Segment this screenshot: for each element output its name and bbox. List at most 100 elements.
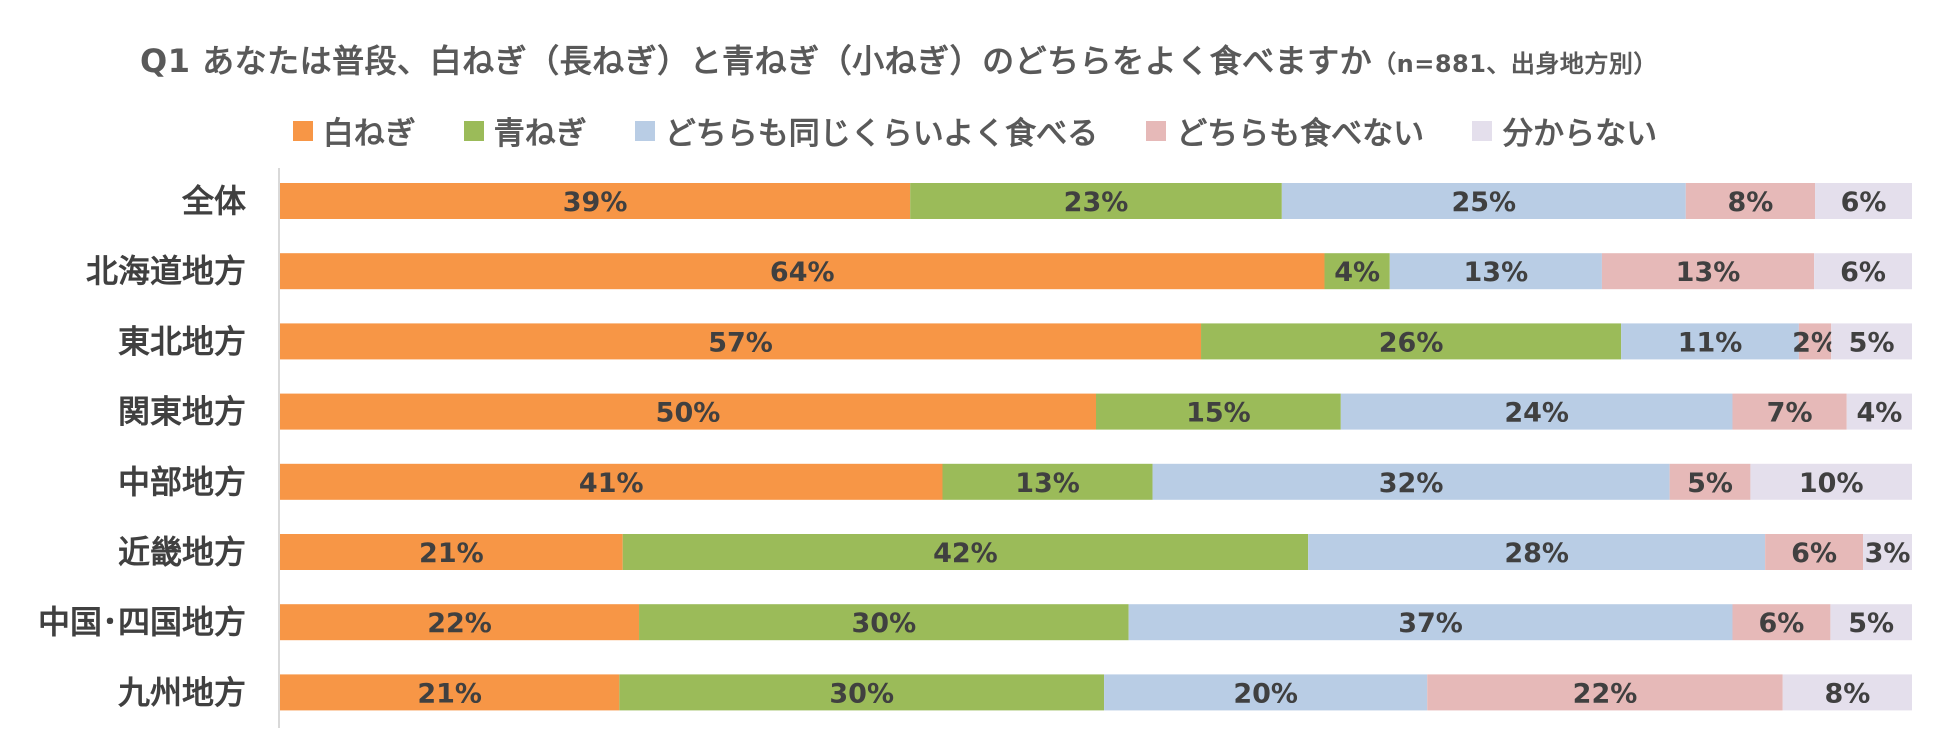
category-label: 全体 — [181, 182, 246, 220]
legend-swatch — [1472, 120, 1493, 141]
data-label: 42% — [933, 538, 998, 569]
bar-segment — [942, 463, 1153, 500]
data-label: 30% — [829, 678, 894, 709]
data-label: 8% — [1824, 678, 1870, 709]
data-label: 28% — [1504, 538, 1569, 569]
legend-swatch — [1146, 120, 1167, 141]
bar-segment — [280, 534, 623, 570]
bar-segment — [1201, 323, 1622, 360]
chart-title: Q1 あなたは普段、白ねぎ（長ねぎ）と青ねぎ（小ねぎ）のどちらをよく食べますか（… — [140, 36, 1920, 82]
data-label: 13% — [1676, 257, 1741, 288]
bar-segment — [1830, 604, 1912, 641]
data-label: 24% — [1504, 398, 1569, 429]
bar-segment — [1685, 183, 1816, 219]
legend-label: 白ねぎ — [322, 116, 416, 152]
data-label: 6% — [1840, 257, 1886, 288]
bar-segment — [1815, 183, 1912, 219]
legend-item-aonegi: 青ねぎ — [463, 108, 587, 153]
data-label: 6% — [1759, 608, 1805, 639]
data-label: 3% — [1865, 538, 1911, 569]
bar-segment — [1389, 253, 1602, 290]
data-label: 4% — [1856, 398, 1902, 429]
data-label: 50% — [656, 398, 721, 429]
data-label: 64% — [770, 257, 835, 288]
legend-item-shironegi: 白ねぎ — [292, 108, 416, 153]
data-label: 2% — [1792, 327, 1838, 358]
bar-segment — [1732, 604, 1831, 641]
data-label: 23% — [1064, 187, 1129, 218]
legend-item-neither: どちらも食べない — [1146, 108, 1424, 153]
data-label: 5% — [1687, 468, 1733, 499]
data-label: 4% — [1334, 257, 1380, 288]
chart-title-main: Q1 あなたは普段、白ねぎ（長ねぎ）と青ねぎ（小ねぎ）のどちらをよく食べますか — [140, 42, 1373, 80]
legend-label: 青ねぎ — [493, 116, 587, 152]
bar-segment — [1427, 674, 1783, 711]
category-label: 中国･四国地方 — [38, 603, 246, 641]
bar-segment — [1281, 183, 1686, 219]
data-label: 5% — [1848, 608, 1894, 639]
bar-segment — [1863, 534, 1912, 570]
legend-swatch — [634, 120, 655, 141]
category-label: 近畿地方 — [118, 533, 246, 571]
bar-segment — [1798, 323, 1832, 360]
data-label: 26% — [1379, 327, 1444, 358]
legend-label: 分からない — [1502, 116, 1658, 152]
legend-item-both: どちらも同じくらいよく食べる — [634, 108, 1099, 153]
category-label: 関東地方 — [118, 393, 246, 431]
bar-segment — [1732, 393, 1847, 430]
legend-label: どちらも同じくらいよく食べる — [664, 116, 1099, 152]
bar-segment — [1621, 323, 1799, 360]
data-label: 37% — [1398, 608, 1463, 639]
bar-segment — [1750, 463, 1912, 500]
data-label: 22% — [427, 608, 492, 639]
data-label: 39% — [563, 187, 628, 218]
bar-segment — [280, 393, 1096, 430]
bar-segment — [1782, 674, 1912, 711]
legend-swatch — [292, 120, 313, 141]
bar-segment — [280, 183, 911, 219]
data-label: 41% — [579, 468, 644, 499]
data-label: 13% — [1464, 257, 1529, 288]
data-label: 21% — [417, 678, 482, 709]
data-label: 8% — [1727, 187, 1773, 218]
bar-segment — [1104, 674, 1428, 711]
bar-segment — [1846, 393, 1912, 430]
category-label: 中部地方 — [118, 463, 246, 501]
bar-segment — [1831, 323, 1912, 360]
data-label: 57% — [708, 327, 773, 358]
bar-segment — [1308, 534, 1766, 570]
legend-item-unknown: 分からない — [1472, 108, 1657, 153]
data-label: 20% — [1233, 678, 1298, 709]
bar-segment — [1765, 534, 1864, 570]
category-label: 東北地方 — [118, 322, 246, 360]
chart-legend: 白ねぎ 青ねぎ どちらも同じくらいよく食べる どちらも食べない 分からない — [0, 108, 1950, 153]
category-label: 九州地方 — [118, 673, 246, 711]
legend-swatch — [463, 120, 484, 141]
bar-segment — [639, 604, 1129, 641]
data-label: 32% — [1379, 468, 1444, 499]
bar-segment — [280, 604, 640, 641]
data-label: 11% — [1678, 327, 1743, 358]
data-label: 13% — [1015, 468, 1080, 499]
data-label: 22% — [1573, 678, 1638, 709]
bar-segment — [1669, 463, 1751, 500]
bar-segment — [280, 463, 943, 500]
bar-segment — [619, 674, 1105, 711]
data-label: 15% — [1186, 398, 1251, 429]
bar-segment — [910, 183, 1282, 219]
bar-segment — [1096, 393, 1341, 430]
data-label: 30% — [852, 608, 917, 639]
bar-segment — [1814, 253, 1912, 290]
data-label: 6% — [1791, 538, 1837, 569]
data-label: 25% — [1451, 187, 1516, 218]
data-label: 5% — [1849, 327, 1895, 358]
chart-title-sub: （n=881、出身地方別） — [1372, 50, 1658, 78]
bar-segment — [1340, 393, 1733, 430]
bar-segment — [1128, 604, 1733, 641]
bar-segment — [280, 253, 1325, 290]
data-label: 10% — [1799, 468, 1864, 499]
bar-segment — [1324, 253, 1390, 290]
bar-segment — [1152, 463, 1670, 500]
bar-segment — [622, 534, 1309, 570]
data-label: 6% — [1841, 187, 1887, 218]
